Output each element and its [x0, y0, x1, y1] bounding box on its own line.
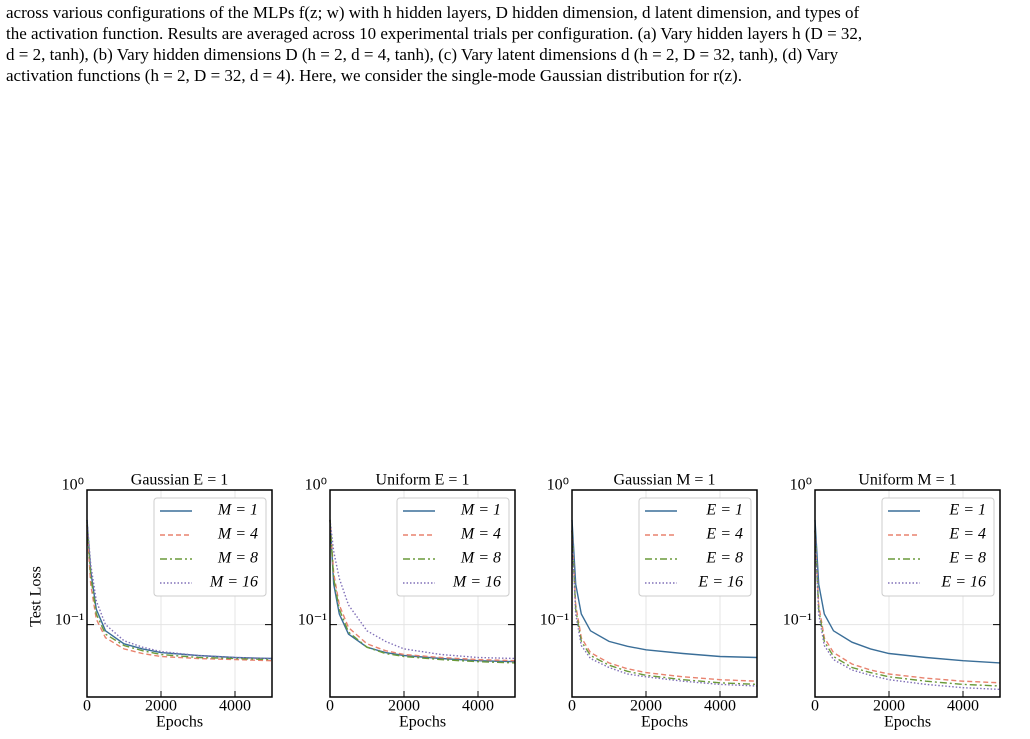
x-tick-label: 2000 [145, 698, 177, 715]
plot-frame [86, 489, 273, 698]
legend-label: E = 16 [697, 574, 743, 591]
x-tick-label: 0 [83, 698, 91, 715]
chart-title: Uniform M = 1 [858, 472, 956, 489]
chart-title: Gaussian E = 1 [131, 472, 228, 489]
y-tick-label: 10⁰ [790, 477, 812, 494]
x-tick-label: 4000 [462, 698, 494, 715]
legend-label: E = 4 [705, 526, 743, 543]
chart-title: Gaussian M = 1 [614, 472, 716, 489]
y-tick-label: 10⁰ [547, 477, 569, 494]
series-line [571, 530, 758, 687]
legend-label: M = 8 [460, 550, 501, 567]
legend-label: M = 1 [217, 502, 258, 519]
series-line [86, 521, 273, 661]
y-tick-label: 10⁻¹ [783, 611, 812, 628]
plot-frame [329, 489, 516, 698]
series-line [571, 530, 758, 686]
x-axis-label: Epochs [399, 714, 446, 731]
legend-label: E = 16 [940, 574, 986, 591]
series-line [329, 519, 516, 660]
legend-label: M = 4 [217, 526, 258, 543]
caption-line: the activation function. Results are ave… [6, 24, 863, 43]
legend-label: E = 8 [948, 550, 986, 567]
x-tick-label: 0 [568, 698, 576, 715]
legend-box [396, 497, 510, 597]
legend-label: E = 4 [948, 526, 986, 543]
legend-label: E = 8 [705, 550, 743, 567]
x-tick-label: 2000 [388, 698, 420, 715]
y-tick-label: 10⁻¹ [540, 611, 569, 628]
legend-label: M = 1 [460, 502, 501, 519]
legend-box [638, 497, 752, 597]
series-line [814, 530, 1001, 687]
x-tick-label: 4000 [947, 698, 979, 715]
x-axis-label: Epochs [156, 714, 203, 731]
x-axis-label: Epochs [884, 714, 931, 731]
legend-label: M = 4 [460, 526, 501, 543]
series-line [86, 524, 273, 662]
y-tick-label: 10⁰ [62, 477, 84, 494]
y-tick-label: 10⁻¹ [55, 611, 84, 628]
series-line [86, 519, 273, 660]
legend-box [153, 497, 267, 597]
x-tick-label: 4000 [704, 698, 736, 715]
legend-label: M = 16 [209, 574, 258, 591]
x-tick-label: 0 [811, 698, 819, 715]
x-tick-label: 2000 [873, 698, 905, 715]
legend-label: M = 16 [452, 574, 501, 591]
caption-line: across various configurations of the MLP… [6, 3, 860, 22]
x-tick-label: 0 [326, 698, 334, 715]
y-tick-label: 10⁰ [305, 477, 327, 494]
series-line [814, 519, 1001, 664]
plot-frame [571, 489, 758, 698]
y-axis-label: Test Loss [28, 566, 45, 627]
caption-line: d = 2, tanh), (b) Vary hidden dimensions… [6, 45, 839, 64]
series-line [329, 519, 516, 662]
x-tick-label: 4000 [219, 698, 251, 715]
legend-label: E = 1 [705, 502, 743, 519]
caption: across various configurations of the MLP… [6, 2, 862, 86]
legend-label: M = 8 [217, 550, 258, 567]
x-tick-label: 2000 [630, 698, 662, 715]
legend-label: E = 1 [948, 502, 986, 519]
x-axis-label: Epochs [641, 714, 688, 731]
caption-line: activation functions (h = 2, D = 32, d =… [6, 66, 742, 85]
plot-frame [814, 489, 1001, 698]
legend-box [881, 497, 995, 597]
series-line [571, 519, 758, 659]
series-line [86, 519, 273, 660]
y-tick-label: 10⁻¹ [298, 611, 327, 628]
series-line [329, 519, 516, 663]
chart-title: Uniform E = 1 [376, 472, 470, 489]
